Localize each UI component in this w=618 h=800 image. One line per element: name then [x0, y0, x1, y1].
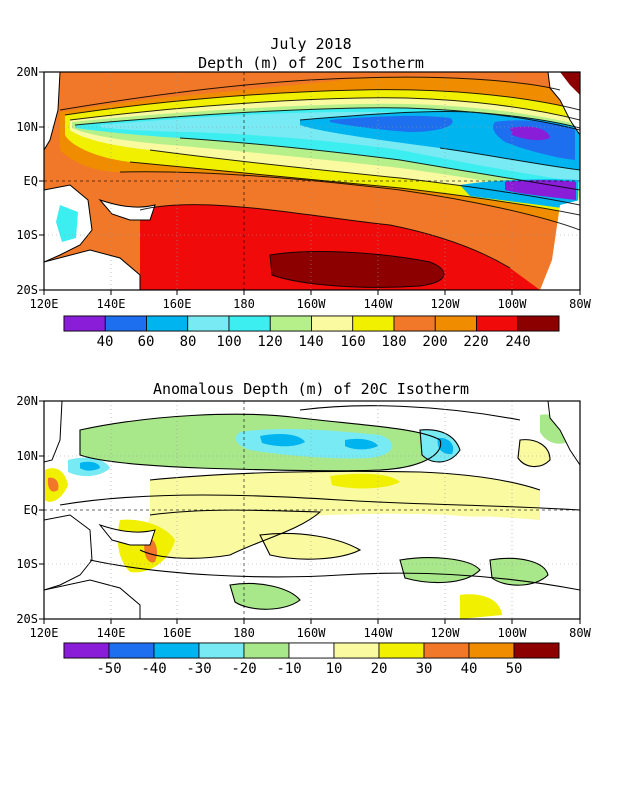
depth-colorbar-swatch	[476, 315, 519, 332]
anomaly-colorbar-swatch	[333, 642, 380, 659]
top-lat-label: 10S	[16, 228, 38, 242]
anomaly-colorbar-swatch	[378, 642, 425, 659]
depth-colorbar-swatch	[187, 315, 230, 332]
depth-colorbar-swatch	[517, 315, 560, 332]
depth-colorbar-swatch	[311, 315, 354, 332]
bottom-lat-label: 10S	[16, 557, 38, 571]
anomaly-colorbar-label: 30	[416, 661, 433, 677]
depth-colorbar-label: 60	[138, 334, 155, 350]
top-lon-label: 80W	[569, 297, 591, 311]
bottom-lon-label: 180	[233, 626, 255, 640]
anomaly-colorbar-swatch	[468, 642, 515, 659]
bottom-lon-label: 100W	[498, 626, 528, 640]
depth-colorbar-swatch	[393, 315, 436, 332]
top-lon-label: 140W	[364, 297, 394, 311]
anomaly-colorbar-label: -50	[96, 661, 121, 677]
depth-colorbar-swatch	[146, 315, 189, 332]
depth-colorbar-label: 200	[422, 334, 447, 350]
anomaly-colorbar-swatch	[198, 642, 245, 659]
bottom-grid-minor	[44, 401, 580, 619]
bottom-lat-label: 10N	[16, 449, 38, 463]
anomaly-colorbar-label: -10	[276, 661, 301, 677]
bottom-lon-label: 120W	[431, 626, 461, 640]
depth-colorbar-label: 100	[216, 334, 241, 350]
top-axis-ticks	[39, 71, 581, 295]
depth-map	[44, 72, 580, 290]
top-lon-label: 140E	[97, 297, 126, 311]
depth-colorbar-swatch	[269, 315, 312, 332]
depth-colorbar-swatch	[104, 315, 147, 332]
anomaly-colorbar-label: -40	[141, 661, 166, 677]
depth-colorbar	[63, 315, 560, 332]
top-lat-label: EQ	[24, 174, 38, 188]
depth-colorbar-label: 140	[298, 334, 323, 350]
anomaly-colorbar-label: 40	[461, 661, 478, 677]
anomaly-map	[44, 401, 580, 619]
bottom-lat-label: EQ	[24, 503, 38, 517]
bottom-lon-label: 160E	[163, 626, 192, 640]
anomaly-colorbar-swatch	[288, 642, 335, 659]
top-lon-label: 120E	[30, 297, 59, 311]
bottom-lon-label: 140E	[97, 626, 126, 640]
anomaly-colorbar-swatch	[243, 642, 290, 659]
anomaly-colorbar-swatch	[63, 642, 110, 659]
anomaly-colorbar-swatch	[423, 642, 470, 659]
top-lon-label: 180	[233, 297, 255, 311]
depth-colorbar-label: 40	[97, 334, 114, 350]
top-lat-label: 20N	[16, 65, 38, 79]
bottom-lat-label: 20S	[16, 612, 38, 626]
top-lat-label: 20S	[16, 283, 38, 297]
depth-colorbar-label: 220	[463, 334, 488, 350]
depth-colorbar-swatch	[228, 315, 271, 332]
top-lon-label: 160E	[163, 297, 192, 311]
bottom-grid	[44, 401, 580, 619]
bottom-panel-title: Anomalous Depth (m) of 20C Isotherm	[153, 380, 469, 398]
top-lon-label: 160W	[297, 297, 327, 311]
anomaly-colorbar-label: 10	[326, 661, 343, 677]
top-grid	[44, 72, 580, 290]
top-panel-title: Depth (m) of 20C Isotherm	[198, 54, 424, 72]
bottom-axis-ticks	[39, 400, 581, 624]
bottom-lon-label: 140W	[364, 626, 394, 640]
figure-title: July 2018	[270, 35, 351, 53]
depth-colorbar-swatch	[63, 315, 106, 332]
top-lon-label: 100W	[498, 297, 528, 311]
anomaly-colorbar-label: 20	[371, 661, 388, 677]
depth-colorbar-swatch	[352, 315, 395, 332]
depth-colorbar-label: 180	[381, 334, 406, 350]
anomaly-colorbar	[63, 642, 560, 659]
bottom-lat-label: 20N	[16, 394, 38, 408]
top-lat-label: 10N	[16, 120, 38, 134]
anomaly-colorbar-label: -30	[186, 661, 211, 677]
anomaly-colorbar-swatch	[108, 642, 155, 659]
depth-colorbar-label: 120	[257, 334, 282, 350]
anomaly-colorbar-swatch	[513, 642, 560, 659]
top-grid-minor	[44, 72, 580, 290]
bottom-lon-label: 80W	[569, 626, 591, 640]
anomaly-colorbar-label: 50	[506, 661, 523, 677]
bottom-lon-label: 160W	[297, 626, 327, 640]
depth-colorbar-label: 240	[505, 334, 530, 350]
depth-colorbar-label: 80	[180, 334, 197, 350]
anomaly-colorbar-label: -20	[231, 661, 256, 677]
top-lon-label: 120W	[431, 297, 461, 311]
bottom-lon-label: 120E	[30, 626, 59, 640]
depth-colorbar-label: 160	[340, 334, 365, 350]
anomaly-colorbar-swatch	[153, 642, 200, 659]
depth-colorbar-swatch	[434, 315, 477, 332]
